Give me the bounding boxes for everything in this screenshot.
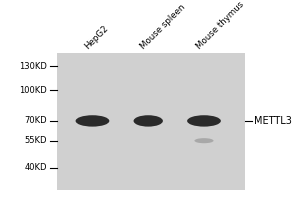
Ellipse shape	[76, 115, 109, 127]
Text: 70KD: 70KD	[24, 116, 47, 125]
Ellipse shape	[194, 138, 214, 143]
Text: METTL3: METTL3	[254, 116, 292, 126]
Text: 130KD: 130KD	[19, 62, 47, 71]
Text: 40KD: 40KD	[25, 163, 47, 172]
Text: Mouse spleen: Mouse spleen	[139, 3, 188, 51]
Text: Mouse thymus: Mouse thymus	[195, 0, 246, 51]
Ellipse shape	[187, 115, 221, 127]
Bar	[57, 53, 245, 190]
Ellipse shape	[134, 115, 163, 127]
Text: HepG2: HepG2	[83, 24, 110, 51]
Text: 100KD: 100KD	[19, 86, 47, 95]
Text: 55KD: 55KD	[25, 136, 47, 145]
